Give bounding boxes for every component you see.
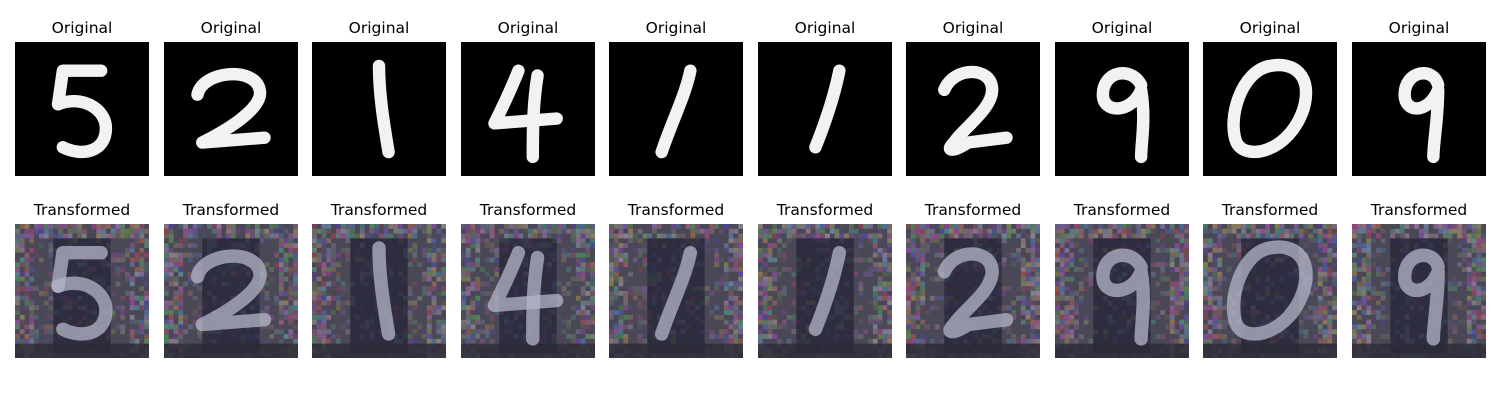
- bottom-strip: [609, 343, 743, 358]
- digit-stroke: [938, 65, 1013, 156]
- digit-stroke: [487, 246, 564, 313]
- original-title: Original: [942, 19, 1004, 37]
- transformed-digit-image: [1352, 224, 1486, 358]
- digit-stroke: [655, 64, 697, 159]
- bottom-strip: [312, 343, 446, 358]
- digit-stroke: [1398, 67, 1445, 164]
- original-title: Original: [348, 19, 410, 37]
- image-background: [164, 42, 298, 176]
- bottom-strip: [164, 343, 298, 358]
- original-title: Original: [51, 19, 113, 37]
- original-digit-image: [1203, 42, 1337, 176]
- digit-stroke: [1226, 240, 1313, 341]
- transformed-digit-image: [1203, 224, 1337, 358]
- original-digit-image: [1055, 42, 1189, 176]
- digit-stroke: [51, 276, 113, 341]
- transformed-title: Transformed: [1073, 201, 1171, 219]
- transformed-digit-image: [1055, 224, 1189, 358]
- transformed-title: Transformed: [776, 201, 874, 219]
- original-title: Original: [1388, 19, 1450, 37]
- transformed-title: Transformed: [1221, 201, 1319, 219]
- original-title: Original: [645, 19, 707, 37]
- bottom-strip: [758, 343, 892, 358]
- transformed-digit-image: [609, 224, 743, 358]
- transformed-digit-image: [164, 224, 298, 358]
- transformed-digit-image: [906, 224, 1040, 358]
- transformed-title: Transformed: [182, 201, 280, 219]
- digit-stroke: [937, 247, 1014, 339]
- bottom-strip: [1055, 343, 1189, 358]
- original-digit-image: [758, 42, 892, 176]
- transformed-title: Transformed: [627, 201, 725, 219]
- digit-stroke: [372, 59, 395, 159]
- original-digit-image: [15, 42, 149, 176]
- digit-stroke: [526, 250, 545, 346]
- digit-stroke: [809, 64, 846, 154]
- bottom-strip: [1352, 343, 1486, 358]
- digit-stroke: [808, 246, 847, 336]
- digit-stroke: [372, 241, 396, 341]
- digit-stroke: [1227, 58, 1313, 158]
- transformed-digit-image: [758, 224, 892, 358]
- transformed-digit-image: [15, 224, 149, 358]
- transformed-title: Transformed: [1370, 201, 1468, 219]
- digit-stroke: [51, 64, 108, 111]
- bottom-strip: [461, 343, 595, 358]
- original-title: Original: [1091, 19, 1153, 37]
- original-digit-image: [1352, 42, 1486, 176]
- digit-stroke: [1397, 248, 1445, 346]
- image-background: [906, 42, 1040, 176]
- bottom-strip: [906, 343, 1040, 358]
- transformed-digit-image: [461, 224, 595, 358]
- digit-stroke: [191, 67, 271, 149]
- transformed-digit-image: [312, 224, 446, 358]
- original-digit-image: [164, 42, 298, 176]
- transformed-title: Transformed: [924, 201, 1022, 219]
- digit-stroke: [526, 69, 544, 164]
- original-digit-image: [312, 42, 446, 176]
- original-title: Original: [1239, 19, 1301, 37]
- digit-stroke: [488, 64, 563, 130]
- original-title: Original: [200, 19, 262, 37]
- digit-stroke: [654, 246, 698, 341]
- digit-stroke: [1096, 67, 1150, 164]
- original-title: Original: [794, 19, 856, 37]
- original-digit-image: [906, 42, 1040, 176]
- original-digit-image: [461, 42, 595, 176]
- original-digit-image: [609, 42, 743, 176]
- bottom-strip: [1203, 343, 1337, 358]
- transformed-title: Transformed: [33, 201, 131, 219]
- digit-stroke: [190, 249, 272, 332]
- digit-stroke: [51, 246, 108, 293]
- bottom-strip: [15, 343, 149, 358]
- original-title: Original: [497, 19, 559, 37]
- digit-stroke: [1096, 248, 1150, 346]
- transformed-title: Transformed: [330, 201, 428, 219]
- digit-stroke: [51, 94, 113, 159]
- transformed-title: Transformed: [479, 201, 577, 219]
